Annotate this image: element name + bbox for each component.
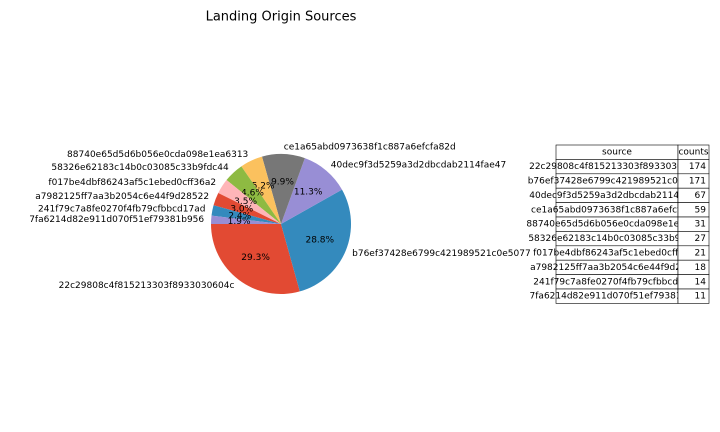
pie-slice <box>211 205 281 224</box>
table-value: 58326e62183c14b0c03085c33b9fdc44 <box>528 234 706 244</box>
pie-slice <box>211 215 281 224</box>
table-value: 171 <box>689 177 706 187</box>
slice-label: 40dec9f3d5259a3d2dbcdab2114fae47 <box>331 161 506 171</box>
slice-percent: 2.4% <box>228 211 251 221</box>
slice-percent: 29.3% <box>241 253 270 263</box>
slice-percent: 28.8% <box>305 236 334 246</box>
table-value: 59 <box>695 205 707 215</box>
table-value: 88740e65d5d6b056e0cda098e1ea6313 <box>526 220 707 230</box>
slice-label: b76ef37428e6799c421989521c0e5077 <box>352 249 531 259</box>
slice-percent: 9.9% <box>271 178 294 188</box>
table-value: 241f79c7a8fe0270f4fb79cfbbcd17ad <box>533 277 700 287</box>
table-value: 27 <box>695 234 706 244</box>
slice-percent: 5.2% <box>252 181 275 191</box>
slice-label: 241f79c7a8fe0270f4fb79cfbbcd17ad <box>38 205 205 215</box>
slice-label: 58326e62183c14b0c03085c33b9fdc44 <box>51 163 229 173</box>
table-header: counts <box>678 148 708 158</box>
table-value: b76ef37428e6799c421989521c0e5077 <box>528 177 707 187</box>
pie-slice <box>281 189 351 292</box>
table-value: 22c29808c4f815213303f8933030604c <box>529 162 705 172</box>
slice-label: 7fa6214d82e911d070f51ef79381b956 <box>29 215 204 225</box>
table-cell <box>677 288 710 304</box>
slice-label: 22c29808c4f815213303f8933030604c <box>59 281 235 291</box>
table-value: 18 <box>695 263 707 273</box>
table-value: f017be4dbf86243af5c1ebed0cff36a2 <box>533 249 701 259</box>
table-value: 21 <box>695 249 706 259</box>
slice-percent: 11.3% <box>294 187 323 197</box>
pie-slice <box>261 154 305 224</box>
table-value: 11 <box>695 292 706 302</box>
pie-slice <box>226 166 281 224</box>
table-value: 31 <box>695 220 706 230</box>
pie-slice <box>213 192 281 224</box>
table-value: 174 <box>689 162 706 172</box>
table-header: source <box>602 148 632 158</box>
table-value: 7fa6214d82e911d070f51ef79381b956 <box>530 292 705 302</box>
table-value: ce1a65abd0973638f1c887a6efcfa82d <box>531 205 703 215</box>
slice-label: 88740e65d5d6b056e0cda098e1ea6313 <box>67 150 248 160</box>
pie-slice <box>281 158 343 224</box>
slice-percent: 4.6% <box>241 189 264 199</box>
table-value: 40dec9f3d5259a3d2dbcdab2114fae47 <box>529 191 704 201</box>
table-value: a7982125ff7aa3b2054c6e44f9d28522 <box>530 263 704 273</box>
table-value: 67 <box>695 191 706 201</box>
slice-label: ce1a65abd0973638f1c887a6efcfa82d <box>284 143 456 153</box>
pie-slice <box>218 180 281 224</box>
pie-slice <box>211 224 300 294</box>
slice-percent: 3.5% <box>234 197 257 207</box>
slice-label: a7982125ff7aa3b2054c6e44f9d28522 <box>35 192 209 202</box>
slice-percent: 1.9% <box>228 217 251 227</box>
slice-percent: 3.0% <box>230 205 253 215</box>
table-value: 14 <box>695 277 707 287</box>
chart-title: Landing Origin Sources <box>206 10 357 25</box>
slice-label: f017be4dbf86243af5c1ebed0cff36a2 <box>48 178 216 188</box>
pie-slice <box>241 156 281 224</box>
